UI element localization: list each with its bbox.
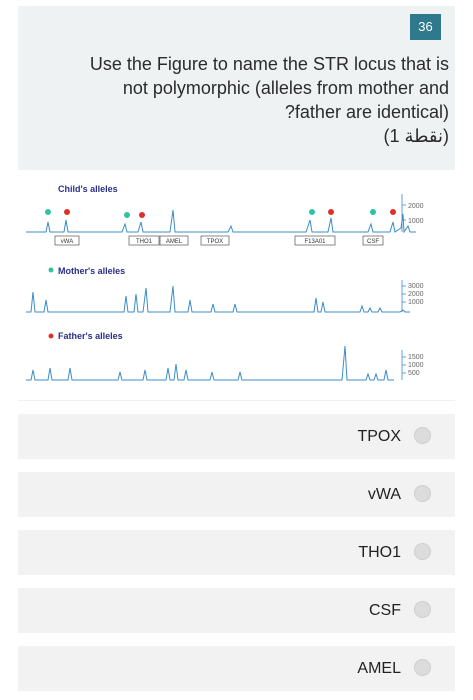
father-scale-label: 1000	[408, 362, 424, 369]
radio-button[interactable]	[414, 427, 431, 444]
question-number: 36	[410, 14, 441, 40]
child-scale-label: 1000	[408, 218, 424, 225]
option-tho1[interactable]: THO1	[18, 530, 455, 575]
option-label: vWA	[367, 486, 401, 503]
question-points: (1 نقطة)	[383, 126, 449, 146]
option-amel[interactable]: AMEL	[18, 646, 455, 691]
option-label: CSF	[369, 602, 401, 619]
father-allele-dot	[64, 209, 70, 215]
father-scale-label: 500	[408, 370, 420, 377]
father-scale-label: 1500	[408, 354, 424, 361]
option-label: THO1	[358, 544, 401, 561]
father-trace	[26, 345, 394, 381]
question-line-3: ?father are identical)	[284, 102, 449, 122]
father-legend-dot	[48, 333, 54, 339]
electropherogram-svg: Child's alleles 2000 1000 vWA THO1 AMEL …	[26, 184, 424, 381]
mother-allele-dot	[45, 209, 51, 215]
question-line-1: Use the Figure to name the STR locus tha…	[89, 54, 449, 74]
locus-label: CSF	[367, 239, 379, 245]
mother-alleles-label: Mother's alleles	[58, 266, 125, 276]
locus-label: AMEL	[166, 239, 183, 245]
question-text: Use the Figure to name the STR locus tha…	[54, 52, 449, 124]
mother-trace	[26, 285, 410, 313]
locus-box-amel	[159, 235, 189, 246]
locus-box-csf	[362, 235, 384, 246]
radio-button[interactable]	[414, 659, 431, 676]
locus-box-tpox	[200, 235, 230, 246]
str-figure: Child's alleles 2000 1000 vWA THO1 AMEL …	[18, 170, 455, 400]
option-csf[interactable]: CSF	[18, 588, 455, 633]
mother-allele-dot	[124, 212, 130, 218]
locus-label: vWA	[61, 239, 73, 245]
mother-scale-label: 3000	[408, 283, 424, 290]
mother-scale-label: 1000	[408, 299, 424, 306]
father-alleles-label: Father's alleles	[58, 331, 123, 341]
locus-label: TPOX	[207, 239, 223, 245]
locus-label: F13A01	[304, 239, 326, 245]
locus-box-tho1	[128, 235, 160, 246]
radio-button[interactable]	[414, 543, 431, 560]
option-vwa[interactable]: vWA	[18, 472, 455, 517]
locus-box-vwa	[54, 235, 80, 246]
mother-allele-dot	[309, 209, 315, 215]
locus-label: THO1	[136, 239, 153, 245]
radio-button[interactable]	[414, 485, 431, 502]
father-allele-dot	[139, 212, 145, 218]
child-alleles-label: Child's alleles	[58, 184, 118, 194]
mother-scale-label: 2000	[408, 291, 424, 298]
father-allele-dot	[390, 209, 396, 215]
locus-box-f13a01	[294, 235, 336, 246]
question-line-2: not polymorphic (alleles from mother and	[122, 78, 449, 98]
child-scale-label: 2000	[408, 203, 424, 210]
child-trace	[26, 209, 416, 234]
mother-legend-dot	[48, 267, 54, 273]
option-label: TPOX	[357, 428, 401, 445]
option-tpox[interactable]: TPOX	[18, 414, 455, 459]
option-label: AMEL	[357, 660, 401, 677]
father-allele-dot	[328, 209, 334, 215]
radio-button[interactable]	[414, 601, 431, 618]
mother-allele-dot	[370, 209, 376, 215]
